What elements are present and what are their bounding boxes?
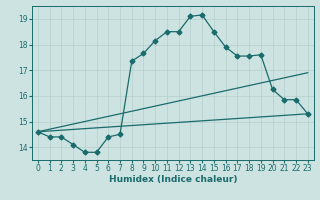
X-axis label: Humidex (Indice chaleur): Humidex (Indice chaleur): [108, 175, 237, 184]
